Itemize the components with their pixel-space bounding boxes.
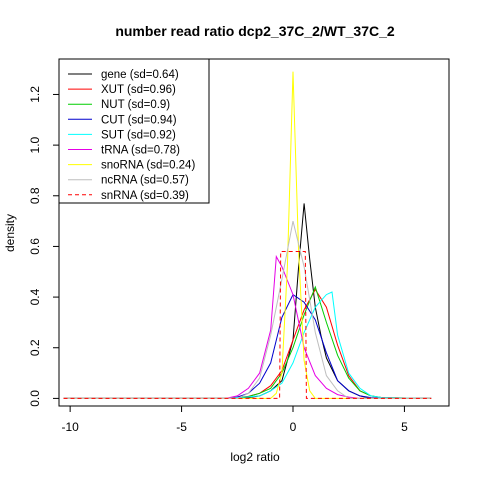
legend: gene (sd=0.64) XUT (sd=0.96) NUT (sd=0.9) C… [58, 58, 210, 204]
series-line [63, 285, 432, 399]
chart-title: number read ratio dcp2_37C_2/WT_37C_2 [115, 23, 395, 39]
y-tick-label: 0.6 [28, 238, 42, 255]
y-tick-label: 0.8 [28, 187, 42, 204]
legend-label: CUT (sd=0.94) [101, 114, 177, 126]
y-tick-label: 0.0 [28, 390, 42, 407]
legend-label: gene (sd=0.64) [101, 69, 179, 81]
legend-label: SUT (sd=0.92) [101, 129, 176, 141]
series-layer [63, 71, 432, 399]
y-tick-label: 1.2 [28, 86, 42, 103]
legend-label: XUT (sd=0.96) [101, 84, 176, 96]
x-tick-label: -5 [176, 420, 187, 434]
x-tick-label: -10 [61, 420, 79, 434]
series-line [63, 203, 432, 399]
x-axis: -10 -5 0 5 [61, 405, 408, 434]
legend-box [58, 58, 210, 204]
series-line [63, 71, 432, 399]
x-tick-label: 5 [401, 420, 408, 434]
y-tick-label: 1.0 [28, 136, 42, 153]
y-tick-label: 0.4 [28, 288, 42, 305]
series-line [63, 288, 432, 399]
x-tick-label: 0 [290, 420, 297, 434]
series-line [63, 293, 432, 399]
series-line [63, 251, 432, 399]
series-line [63, 220, 432, 399]
series-line [63, 291, 432, 399]
series-line [63, 254, 432, 399]
legend-label: ncRNA (sd=0.57) [101, 175, 189, 187]
y-tick-label: 0.2 [28, 339, 42, 356]
legend-label: NUT (sd=0.9) [101, 99, 170, 111]
x-axis-label: log2 ratio [230, 450, 280, 464]
legend-label: snoRNA (sd=0.24) [101, 160, 195, 172]
legend-label: tRNA (sd=0.78) [101, 145, 180, 157]
legend-label: snRNA (sd=0.39) [101, 190, 189, 202]
y-axis-label: density [3, 214, 17, 252]
y-axis: 0.0 0.2 0.4 0.6 0.8 1.0 1.2 [28, 86, 60, 407]
